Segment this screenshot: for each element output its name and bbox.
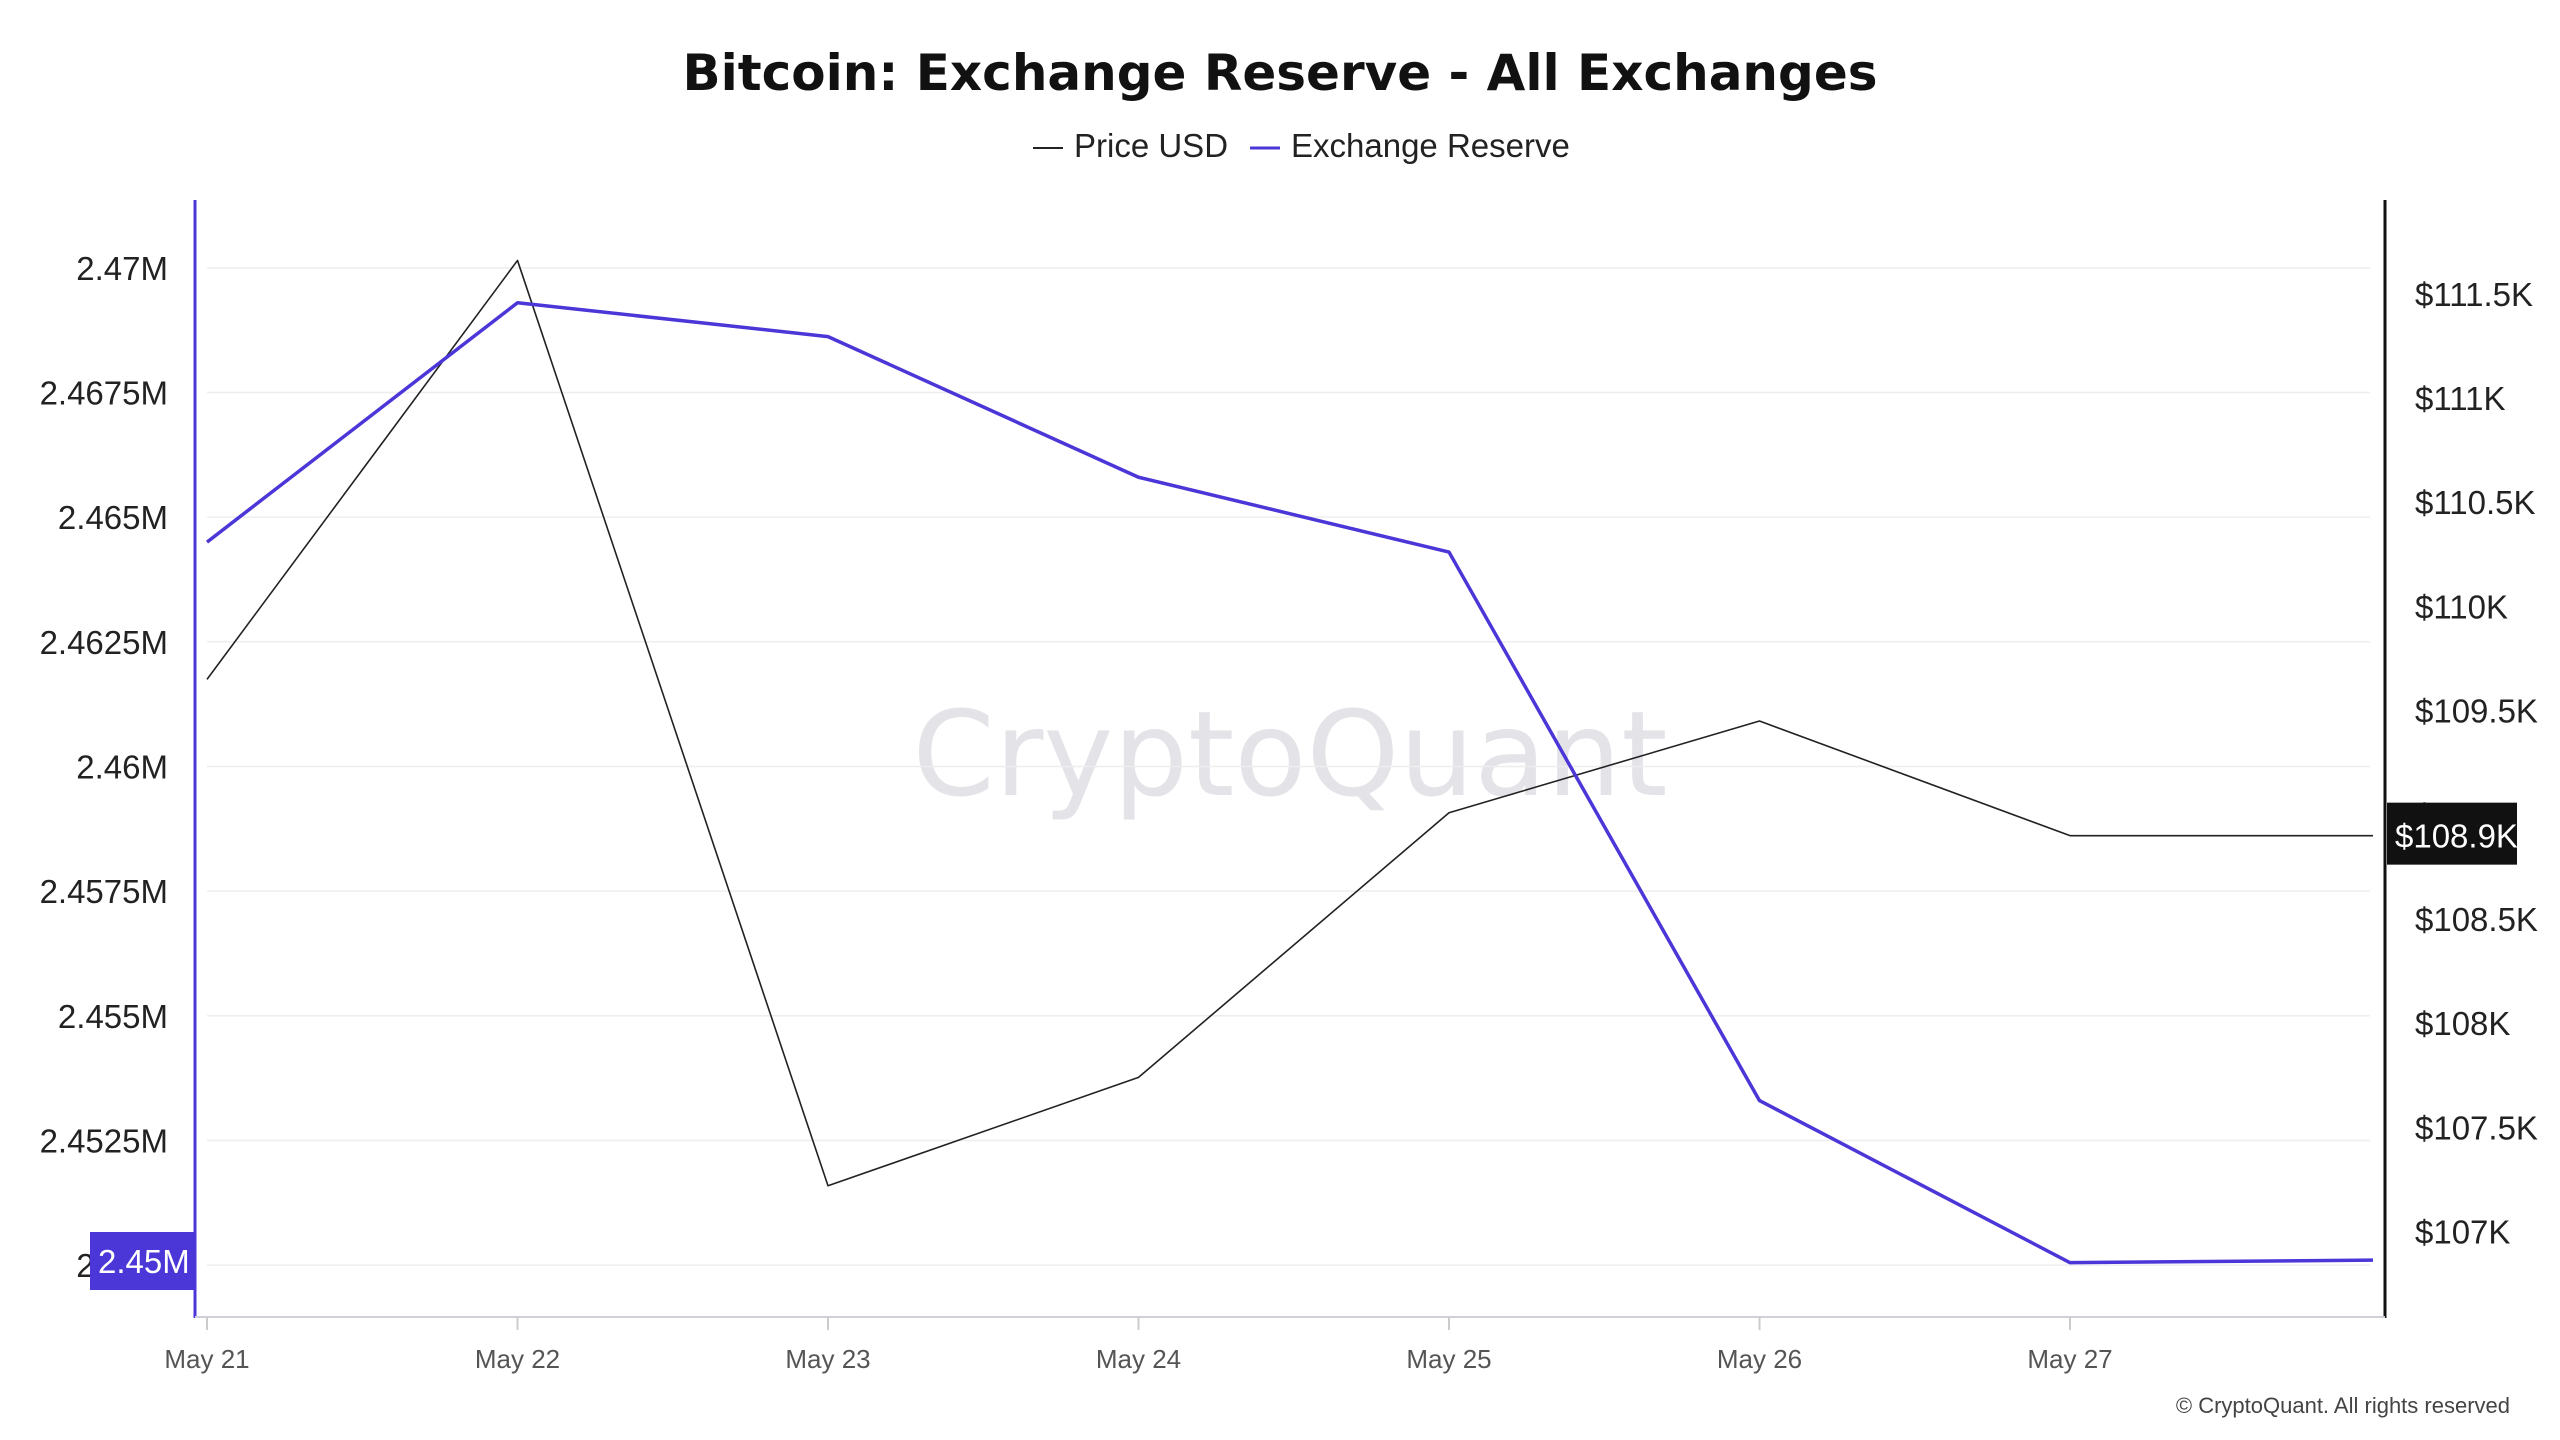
legend: Price USD Exchange Reserve [1033,127,1570,164]
x-axis-tick-label: May 25 [1406,1344,1491,1374]
legend-item-price[interactable]: Price USD [1033,127,1228,164]
left-axis-ticks: 2.45M2.4525M2.455M2.4575M2.46M2.4625M2.4… [40,250,168,1284]
exchange-reserve-line[interactable] [205,300,2374,1265]
x-axis-tick-label: May 27 [2027,1344,2112,1374]
x-axis-tick-label: May 23 [785,1344,870,1374]
left-axis-tick-label: 2.46M [76,748,168,785]
right-axis-tick-label: $110K [2415,588,2508,625]
right-axis-tick-label: $108K [2415,1005,2510,1042]
left-axis-tick-label: 2.4525M [40,1122,168,1159]
right-axis-tick-label: $109.5K [2415,693,2538,730]
right-axis-tick-label: $107.5K [2415,1109,2538,1146]
right-axis-tick-label: $111.5K [2415,276,2533,313]
left-axis-tick-label: 2.4675M [40,374,168,411]
left-axis-tick-label: 2.4625M [40,624,168,661]
chart-title: Bitcoin: Exchange Reserve - All Exchange… [683,44,1878,102]
left-badge-label: 2.45M [98,1243,190,1280]
price-usd-line[interactable] [206,259,2373,1187]
left-axis-tick-label: 2.47M [76,250,168,287]
legend-label-price: Price USD [1074,127,1228,164]
right-axis-ticks: $107K$107.5K$108K$108.5K$109K$109.5K$110… [2415,276,2538,1251]
axes [193,200,2387,1318]
series [205,259,2374,1265]
right-axis-tick-label: $108.5K [2415,901,2538,938]
right-badge-label: $108.9K [2395,818,2518,855]
watermark: CryptoQuant [912,685,1667,823]
x-axis-tick-label: May 24 [1096,1344,1181,1374]
legend-label-reserve: Exchange Reserve [1291,127,1570,164]
x-axis-tick-label: May 22 [475,1344,560,1374]
legend-item-reserve[interactable]: Exchange Reserve [1250,127,1570,164]
x-axis-ticks: May 21 May 22 May 23 May 24 May 25 May 26 May … [164,1317,2113,1374]
left-axis-tick-label: 2.455M [58,998,168,1035]
right-current-value-badge: $108.9K [2387,802,2518,865]
right-axis-tick-label: $111K [2415,380,2506,417]
left-axis-tick-label: 2.4575M [40,873,168,910]
x-axis-tick-label: May 21 [164,1344,249,1374]
value-badges: 2.45M $108.9K [90,802,2518,1290]
copyright-notice: © CryptoQuant. All rights reserved [2176,1393,2510,1418]
left-current-value-badge: 2.45M [90,1232,194,1290]
x-axis-tick-label: May 26 [1717,1344,1802,1374]
grid [207,267,2370,1266]
right-axis-tick-label: $107K [2415,1214,2510,1251]
left-axis-tick-label: 2.465M [58,499,168,536]
right-axis-tick-label: $110.5K [2415,484,2536,521]
